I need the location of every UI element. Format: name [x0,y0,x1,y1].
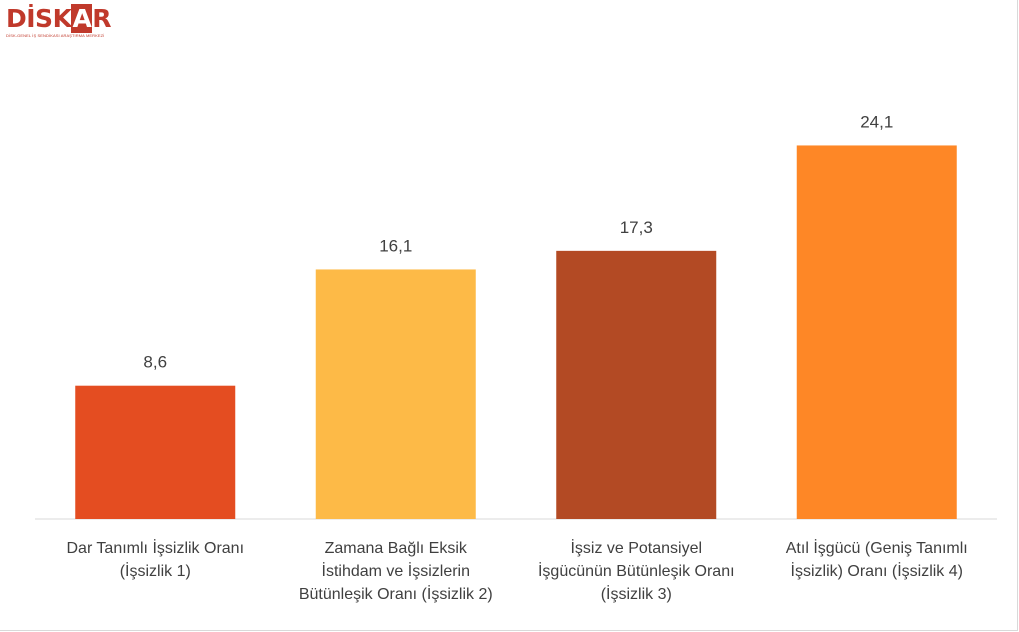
category-label-line: İşsizlik) Oranı (İşsizlik 4) [790,563,963,580]
category-label-line: İstihdam ve İşsizlerin [321,563,471,580]
bar-4 [796,145,957,519]
category-label-line: (İşsizlik 1) [119,563,191,580]
category-label-2: Zamana Bağlı Eksik İstihdam ve İşsizlerin… [271,537,521,606]
bar-3 [556,250,717,519]
category-label-line: Bütünleşik Oranı (İşsizlik 2) [298,586,493,603]
category-label-line: Zamana Bağlı Eksik [324,540,467,557]
diskar-logo: DİSKAR DİSK-GENEL İŞ SENDİKASI ARAŞTIRMA… [6,4,112,50]
logo-tagline: DİSK-GENEL İŞ SENDİKASI ARAŞTIRMA MERKEZ… [6,33,105,38]
data-label-3: 17,3 [620,218,653,237]
category-label-line: (İşsizlik 3) [600,586,672,603]
bar-1 [75,385,236,519]
logo-wordmark: DİSKAR [6,4,112,33]
category-label-3: İşsiz ve Potansiyel İşgücünün Bütünleşik … [511,537,761,606]
data-label-2: 16,1 [379,236,412,255]
category-label-line: Dar Tanımlı İşsizlik Oranı [66,540,245,557]
category-label-line: İşgücünün Bütünleşik Oranı [537,563,735,580]
bar-2 [315,269,476,519]
category-label-line: Atıl İşgücü (Geniş Tanımlı [785,540,968,557]
category-label-line: İşsiz ve Potansiyel [570,540,703,557]
data-label-4: 24,1 [860,112,893,131]
category-label-1: Dar Tanımlı İşsizlik Oranı (İşsizlik 1) [30,537,280,583]
data-label-1: 8,6 [143,353,167,372]
category-label-4: Atıl İşgücü (Geniş Tanımlı İşsizlik) Oran… [752,537,1002,583]
